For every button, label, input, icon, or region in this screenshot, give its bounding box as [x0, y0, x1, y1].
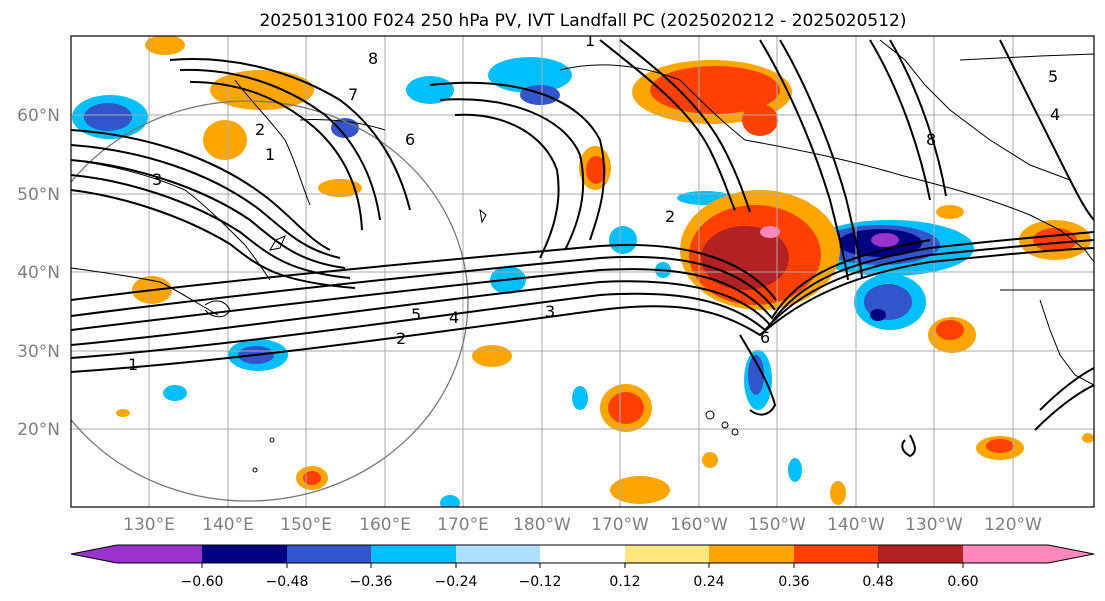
contour-labels: 1 2 3 4 5 6 7 8 2 6 5 4 1 2 1 3 8: [128, 31, 1060, 374]
colorbar-cell-3: [371, 545, 456, 563]
contour-label: 4: [449, 308, 459, 327]
lat-label: 20°N: [17, 420, 60, 440]
colorbar-tick-label: 0.36: [778, 574, 809, 590]
colorbar-cell-9: [878, 545, 963, 563]
colorbar-cell-0: [71, 545, 202, 563]
lon-label: 130°W: [905, 515, 963, 535]
lon-label: 170°E: [437, 515, 489, 535]
reference-circle: [71, 100, 469, 502]
colorbar-tick-label: 0.48: [862, 574, 893, 590]
coastlines: [71, 39, 1094, 386]
contour-label: 3: [545, 302, 555, 321]
colorbar-cell-1: [202, 545, 287, 563]
lat-label: 40°N: [17, 263, 60, 283]
contour-label: 8: [926, 130, 936, 149]
contour-label: 1: [585, 31, 595, 50]
contour-label: 2: [665, 207, 675, 226]
lon-label: 120°W: [984, 515, 1042, 535]
colorbar-cell-10: [963, 545, 1094, 563]
lat-label: 60°N: [17, 106, 60, 126]
lon-label: 180°W: [513, 515, 571, 535]
colorbar-cell-6: [625, 545, 709, 563]
latitude-labels: 60°N 50°N 40°N 30°N 20°N: [17, 106, 60, 440]
colorbar-cell-4: [456, 545, 540, 563]
contour-label: 6: [405, 130, 415, 149]
contour-label: 2: [396, 329, 406, 348]
contour-label: 1: [265, 145, 275, 164]
lat-label: 30°N: [17, 342, 60, 362]
colorbar-tick-label: 0.60: [947, 574, 978, 590]
map-panel: 1 2 3 4 5 6 7 8 2 6 5 4 1 2 1 3 8: [70, 31, 1095, 508]
islands: [252, 208, 739, 473]
longitude-labels: 130°E 140°E 150°E 160°E 170°E 180°W 170°…: [123, 515, 1042, 535]
colorbar-tick-label: −0.12: [519, 574, 562, 590]
lat-label: 50°N: [17, 185, 60, 205]
colorbar-tick-label: 0.24: [693, 574, 724, 590]
contour-label: 2: [255, 120, 265, 139]
map-frame: [70, 35, 1095, 508]
pv-anomaly-fill: [72, 36, 1094, 507]
lon-label: 130°E: [123, 515, 175, 535]
contour-label: 4: [1050, 105, 1060, 124]
colorbar-cell-7: [709, 545, 794, 563]
lon-label: 140°W: [827, 515, 885, 535]
colorbar-tick-label: −0.48: [266, 574, 309, 590]
lon-label: 140°E: [202, 515, 254, 535]
contour-label: 3: [152, 170, 162, 189]
colorbar-tick-label: −0.60: [181, 574, 224, 590]
colorbar-cell-5: [540, 545, 625, 563]
colorbar: −0.60 −0.48 −0.36 −0.24 −0.12 0.12 0.24 …: [70, 544, 1095, 590]
colorbar-outline: [70, 544, 1095, 564]
lon-label: 160°W: [670, 515, 728, 535]
ivt-contours: [71, 39, 1094, 458]
contour-label: 7: [348, 85, 358, 104]
lon-label: 150°W: [748, 515, 806, 535]
figure-title: 2025013100 F024 250 hPa PV, IVT Landfall…: [259, 11, 906, 31]
colorbar-cell-8: [794, 545, 878, 563]
contour-label: 5: [1048, 67, 1058, 86]
lon-label: 150°E: [280, 515, 332, 535]
colorbar-tick-label: 0.12: [609, 574, 640, 590]
contour-label: 8: [368, 49, 378, 68]
lon-label: 160°E: [359, 515, 411, 535]
colorbar-tick-label: −0.24: [435, 574, 478, 590]
contour-label: 1: [128, 355, 138, 374]
colorbar-cell-2: [287, 545, 371, 563]
contour-label: 5: [411, 305, 421, 324]
lon-label: 170°W: [591, 515, 649, 535]
colorbar-tick-label: −0.36: [350, 574, 393, 590]
contour-label: 6: [760, 328, 770, 347]
